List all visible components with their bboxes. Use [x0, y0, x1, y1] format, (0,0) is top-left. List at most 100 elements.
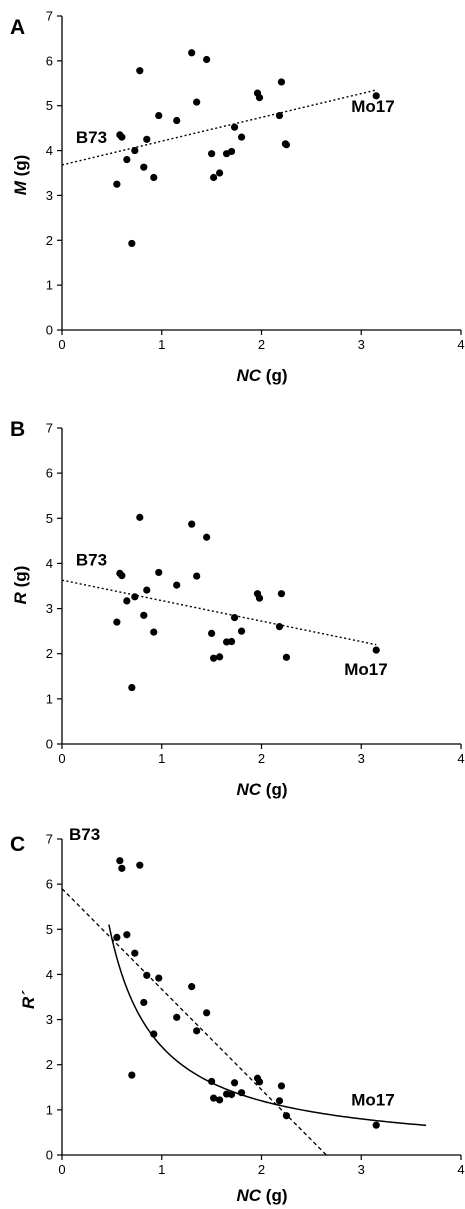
panel-b-x-tick-label: 1 — [158, 751, 165, 766]
panel-a-data-point — [140, 163, 148, 171]
panel-b-data-point — [216, 653, 224, 661]
panel-a-data-point — [210, 173, 218, 182]
panel-b-y-tick-label: 6 — [46, 466, 53, 481]
panel-a-data-point — [230, 123, 239, 131]
panel-c-data-point — [372, 1121, 380, 1129]
panel-b-data-point — [128, 683, 136, 692]
panel-b-plot-area: 0 1 2 3 4 0 1 2 3 4 5 6 7 B73 Mo17 — [46, 421, 465, 767]
panel-b-y-tick-label: 1 — [46, 691, 53, 706]
panel-a-data-point — [113, 180, 121, 188]
panel-c-data-point — [131, 949, 139, 957]
panel-b-data-point — [173, 581, 181, 589]
panel-c-data-point — [113, 933, 121, 942]
panel-b-y-tick-label: 5 — [46, 511, 53, 526]
panel-a-y-tick-label: 1 — [46, 278, 53, 293]
panel-b-y-tick-label: 3 — [46, 601, 53, 616]
panel-c-label-b73: B73 — [69, 825, 100, 844]
panel-c-data-point — [208, 1077, 216, 1086]
panel-c-data-point — [155, 974, 163, 982]
panel-c-x-tick-label: 0 — [58, 1162, 65, 1177]
panel-b-data-point — [208, 629, 216, 638]
panel-a-data-point — [136, 67, 144, 75]
panel-a-linear-trendline — [61, 89, 377, 166]
panel-c-y-tick-label: 2 — [46, 1057, 53, 1072]
panel-a-data-point — [237, 133, 246, 141]
panel-a-data-point — [282, 141, 291, 149]
panel-b: B 0 1 2 3 4 0 1 2 3 4 5 6 7 B73 Mo17 NC (g) R (g) — [10, 418, 465, 799]
panel-c-x-tick-label: 2 — [258, 1162, 265, 1177]
panel-c-data-point — [216, 1096, 224, 1104]
panel-c-data-point — [140, 998, 148, 1007]
panel-c-data-point — [118, 864, 126, 872]
panel-a-y-tick-label: 6 — [46, 53, 53, 68]
panel-b-label-mo17: Mo17 — [344, 660, 387, 679]
panel-b-data-point — [255, 594, 264, 602]
panel-b-data-point — [227, 637, 236, 646]
panel-b-letter: B — [10, 418, 25, 441]
panel-a-x-tick-label: 0 — [58, 337, 65, 352]
panel-b-data-point — [113, 618, 121, 626]
panel-c-data-point — [150, 1030, 158, 1038]
panel-c-y-axis-label: R´ — [19, 990, 38, 1009]
panel-c-x-tick-label: 3 — [358, 1162, 365, 1177]
panel-b-data-point — [193, 572, 201, 580]
panel-b-data-point — [277, 590, 286, 598]
panel-c-data-point — [188, 983, 196, 991]
panel-c-data-point — [275, 1097, 284, 1105]
panel-c-data-point — [123, 931, 131, 939]
panel-b-x-tick-label: 4 — [457, 751, 464, 766]
panel-c-data-point — [143, 971, 151, 979]
panel-a-data-point — [188, 49, 196, 57]
panel-a-data-point — [118, 133, 126, 141]
panel-b-y-tick-label: 0 — [46, 737, 53, 752]
panel-a-data-point — [216, 169, 224, 177]
panel-c-y-tick-label: 4 — [46, 967, 53, 982]
panel-b-y-tick-label: 7 — [46, 421, 53, 436]
panel-c-x-tick-label: 4 — [457, 1162, 464, 1177]
panel-c-letter: C — [10, 833, 25, 856]
panel-c-y-tick-label: 0 — [46, 1148, 53, 1163]
panel-a-data-point — [150, 173, 158, 182]
panel-c-data-point — [116, 857, 124, 865]
panel-a: A 0 1 2 3 4 0 1 2 3 4 5 6 7 B73 Mo17 NC (g) M (g) — [10, 9, 465, 386]
panel-a-x-tick-label: 4 — [457, 337, 464, 352]
panel-b-x-tick-label: 0 — [58, 751, 65, 766]
panel-c-data-point — [136, 861, 144, 869]
panel-c-data-point — [203, 1009, 211, 1017]
panel-c-plot-area: 0 1 2 3 4 0 1 2 3 4 5 6 7 B73 Mo17 — [46, 825, 465, 1177]
panel-a-data-point — [128, 239, 136, 248]
panel-b-data-point — [372, 646, 380, 654]
panel-b-data-point — [136, 513, 144, 521]
panel-b-data-point — [210, 654, 218, 662]
panel-c-y-tick-label: 6 — [46, 877, 53, 892]
panel-c-data-point — [227, 1090, 236, 1099]
panel-a-y-tick-label: 5 — [46, 98, 53, 113]
panel-a-y-tick-label: 7 — [46, 9, 53, 24]
panel-c-y-tick-label: 3 — [46, 1012, 53, 1027]
panel-b-linear-trendline — [61, 579, 377, 646]
panel-c-x-axis-label: NC (g) — [237, 1186, 288, 1205]
panel-c-data-point — [173, 1013, 181, 1021]
panel-a-data-point — [227, 147, 236, 156]
panel-a-data-point — [123, 155, 131, 164]
panel-b-data-point — [118, 572, 126, 580]
panel-b-data-point — [237, 627, 246, 635]
panel-a-data-point — [277, 78, 286, 86]
panel-c-data-point — [230, 1079, 239, 1087]
panel-b-data-point — [150, 628, 158, 636]
panel-a-y-tick-label: 3 — [46, 188, 53, 203]
panel-a-x-tick-label: 2 — [258, 337, 265, 352]
panel-b-x-axis-label: NC (g) — [237, 780, 288, 799]
panel-a-data-point — [173, 116, 181, 125]
panel-c-label-mo17: Mo17 — [351, 1090, 394, 1109]
panel-b-data-point — [203, 533, 211, 541]
panel-a-x-tick-label: 1 — [158, 337, 165, 352]
panel-b-data-point — [282, 653, 291, 661]
panel-b-data-point — [131, 593, 139, 601]
panel-a-x-axis-label: NC (g) — [237, 366, 288, 385]
panel-c-data-point — [277, 1082, 286, 1090]
panel-c-data-point — [255, 1078, 264, 1086]
panel-b-x-tick-label: 2 — [258, 751, 265, 766]
panel-a-label-mo17: Mo17 — [351, 97, 394, 116]
